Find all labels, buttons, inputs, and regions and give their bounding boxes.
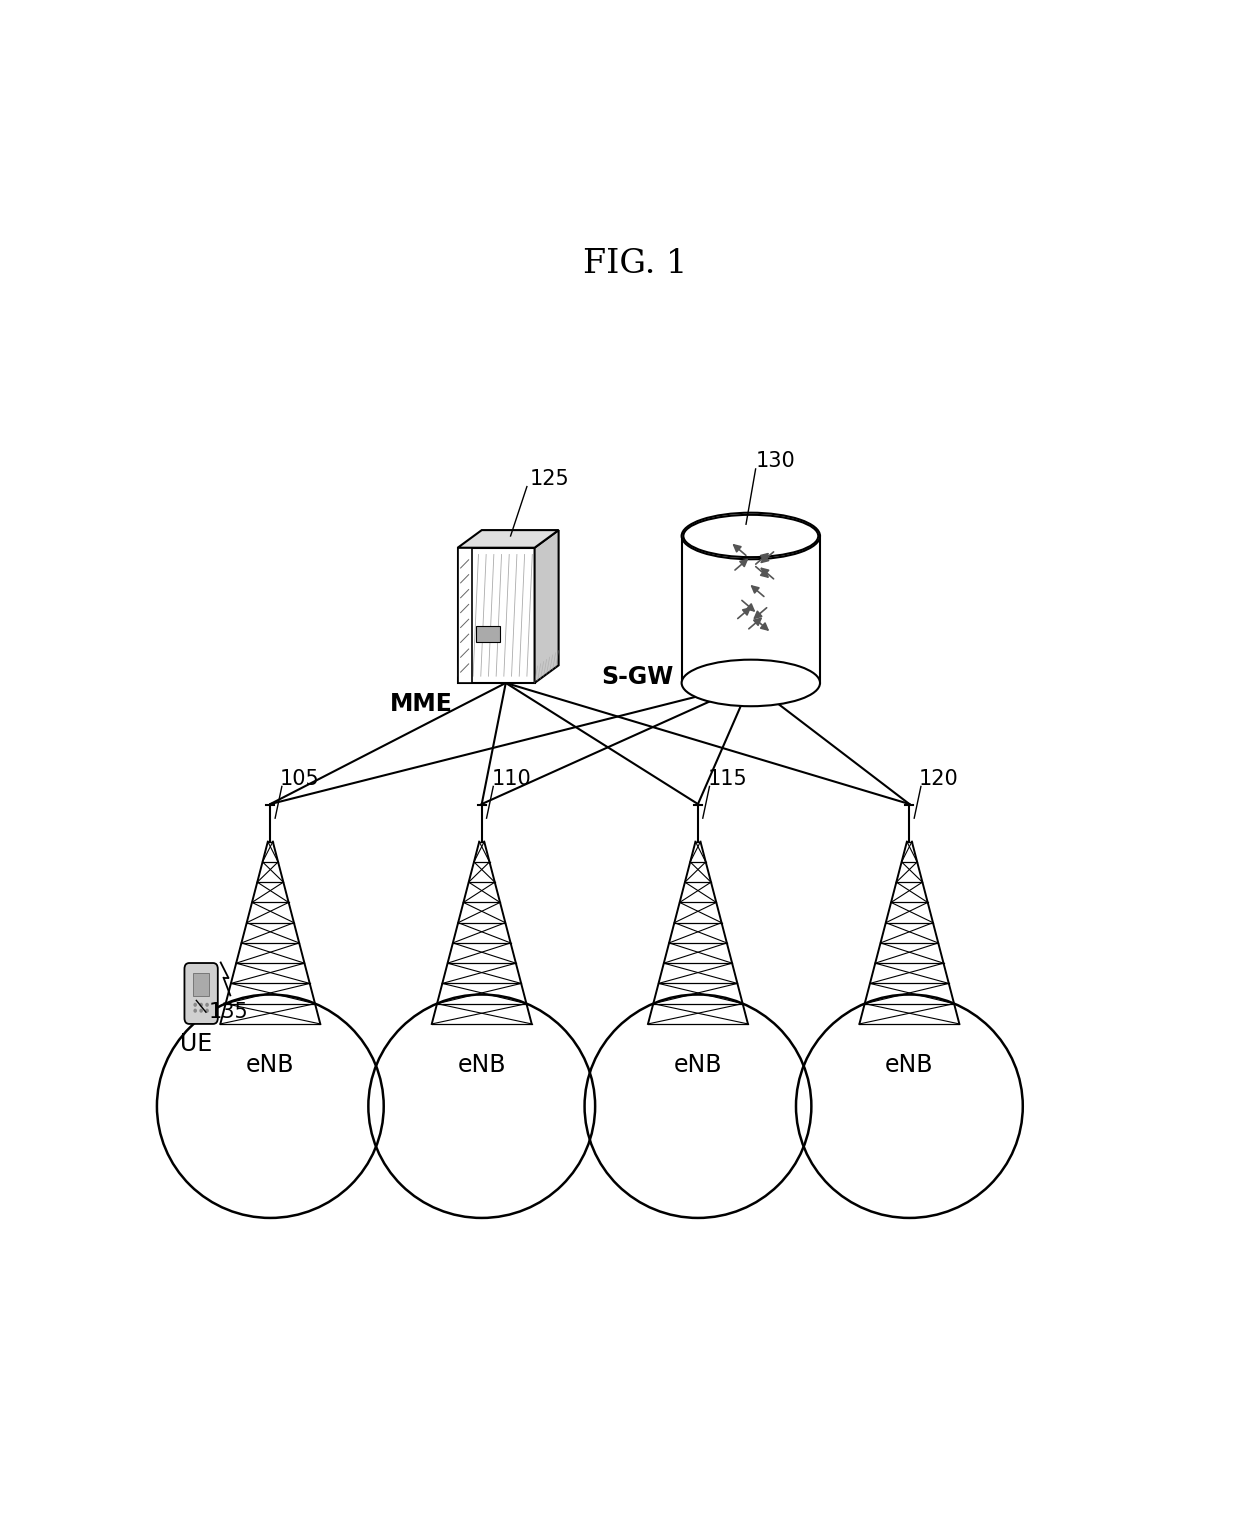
Text: FIG. 1: FIG. 1 xyxy=(583,247,688,279)
Text: 115: 115 xyxy=(708,768,748,789)
Text: eNB: eNB xyxy=(458,1054,506,1078)
Polygon shape xyxy=(193,973,210,996)
Ellipse shape xyxy=(682,660,820,705)
Text: eNB: eNB xyxy=(246,1054,295,1078)
Text: 110: 110 xyxy=(491,768,531,789)
Circle shape xyxy=(200,1003,202,1006)
Polygon shape xyxy=(476,626,500,643)
Text: 125: 125 xyxy=(529,469,569,489)
Polygon shape xyxy=(682,536,820,683)
Text: UE: UE xyxy=(180,1032,212,1057)
Text: 105: 105 xyxy=(280,768,320,789)
Text: MME: MME xyxy=(391,692,453,716)
Ellipse shape xyxy=(682,513,820,559)
Polygon shape xyxy=(458,548,534,683)
Text: 120: 120 xyxy=(919,768,959,789)
Circle shape xyxy=(195,1009,196,1012)
Circle shape xyxy=(206,1009,208,1012)
Polygon shape xyxy=(458,530,558,548)
FancyBboxPatch shape xyxy=(185,964,218,1025)
Polygon shape xyxy=(458,548,471,683)
Text: eNB: eNB xyxy=(673,1054,722,1078)
Circle shape xyxy=(206,1003,208,1006)
Text: 130: 130 xyxy=(755,452,795,472)
Circle shape xyxy=(195,1003,196,1006)
Text: S-GW: S-GW xyxy=(601,666,675,689)
Text: 135: 135 xyxy=(208,1002,248,1022)
Circle shape xyxy=(200,1009,202,1012)
Text: eNB: eNB xyxy=(885,1054,934,1078)
Polygon shape xyxy=(534,530,558,683)
